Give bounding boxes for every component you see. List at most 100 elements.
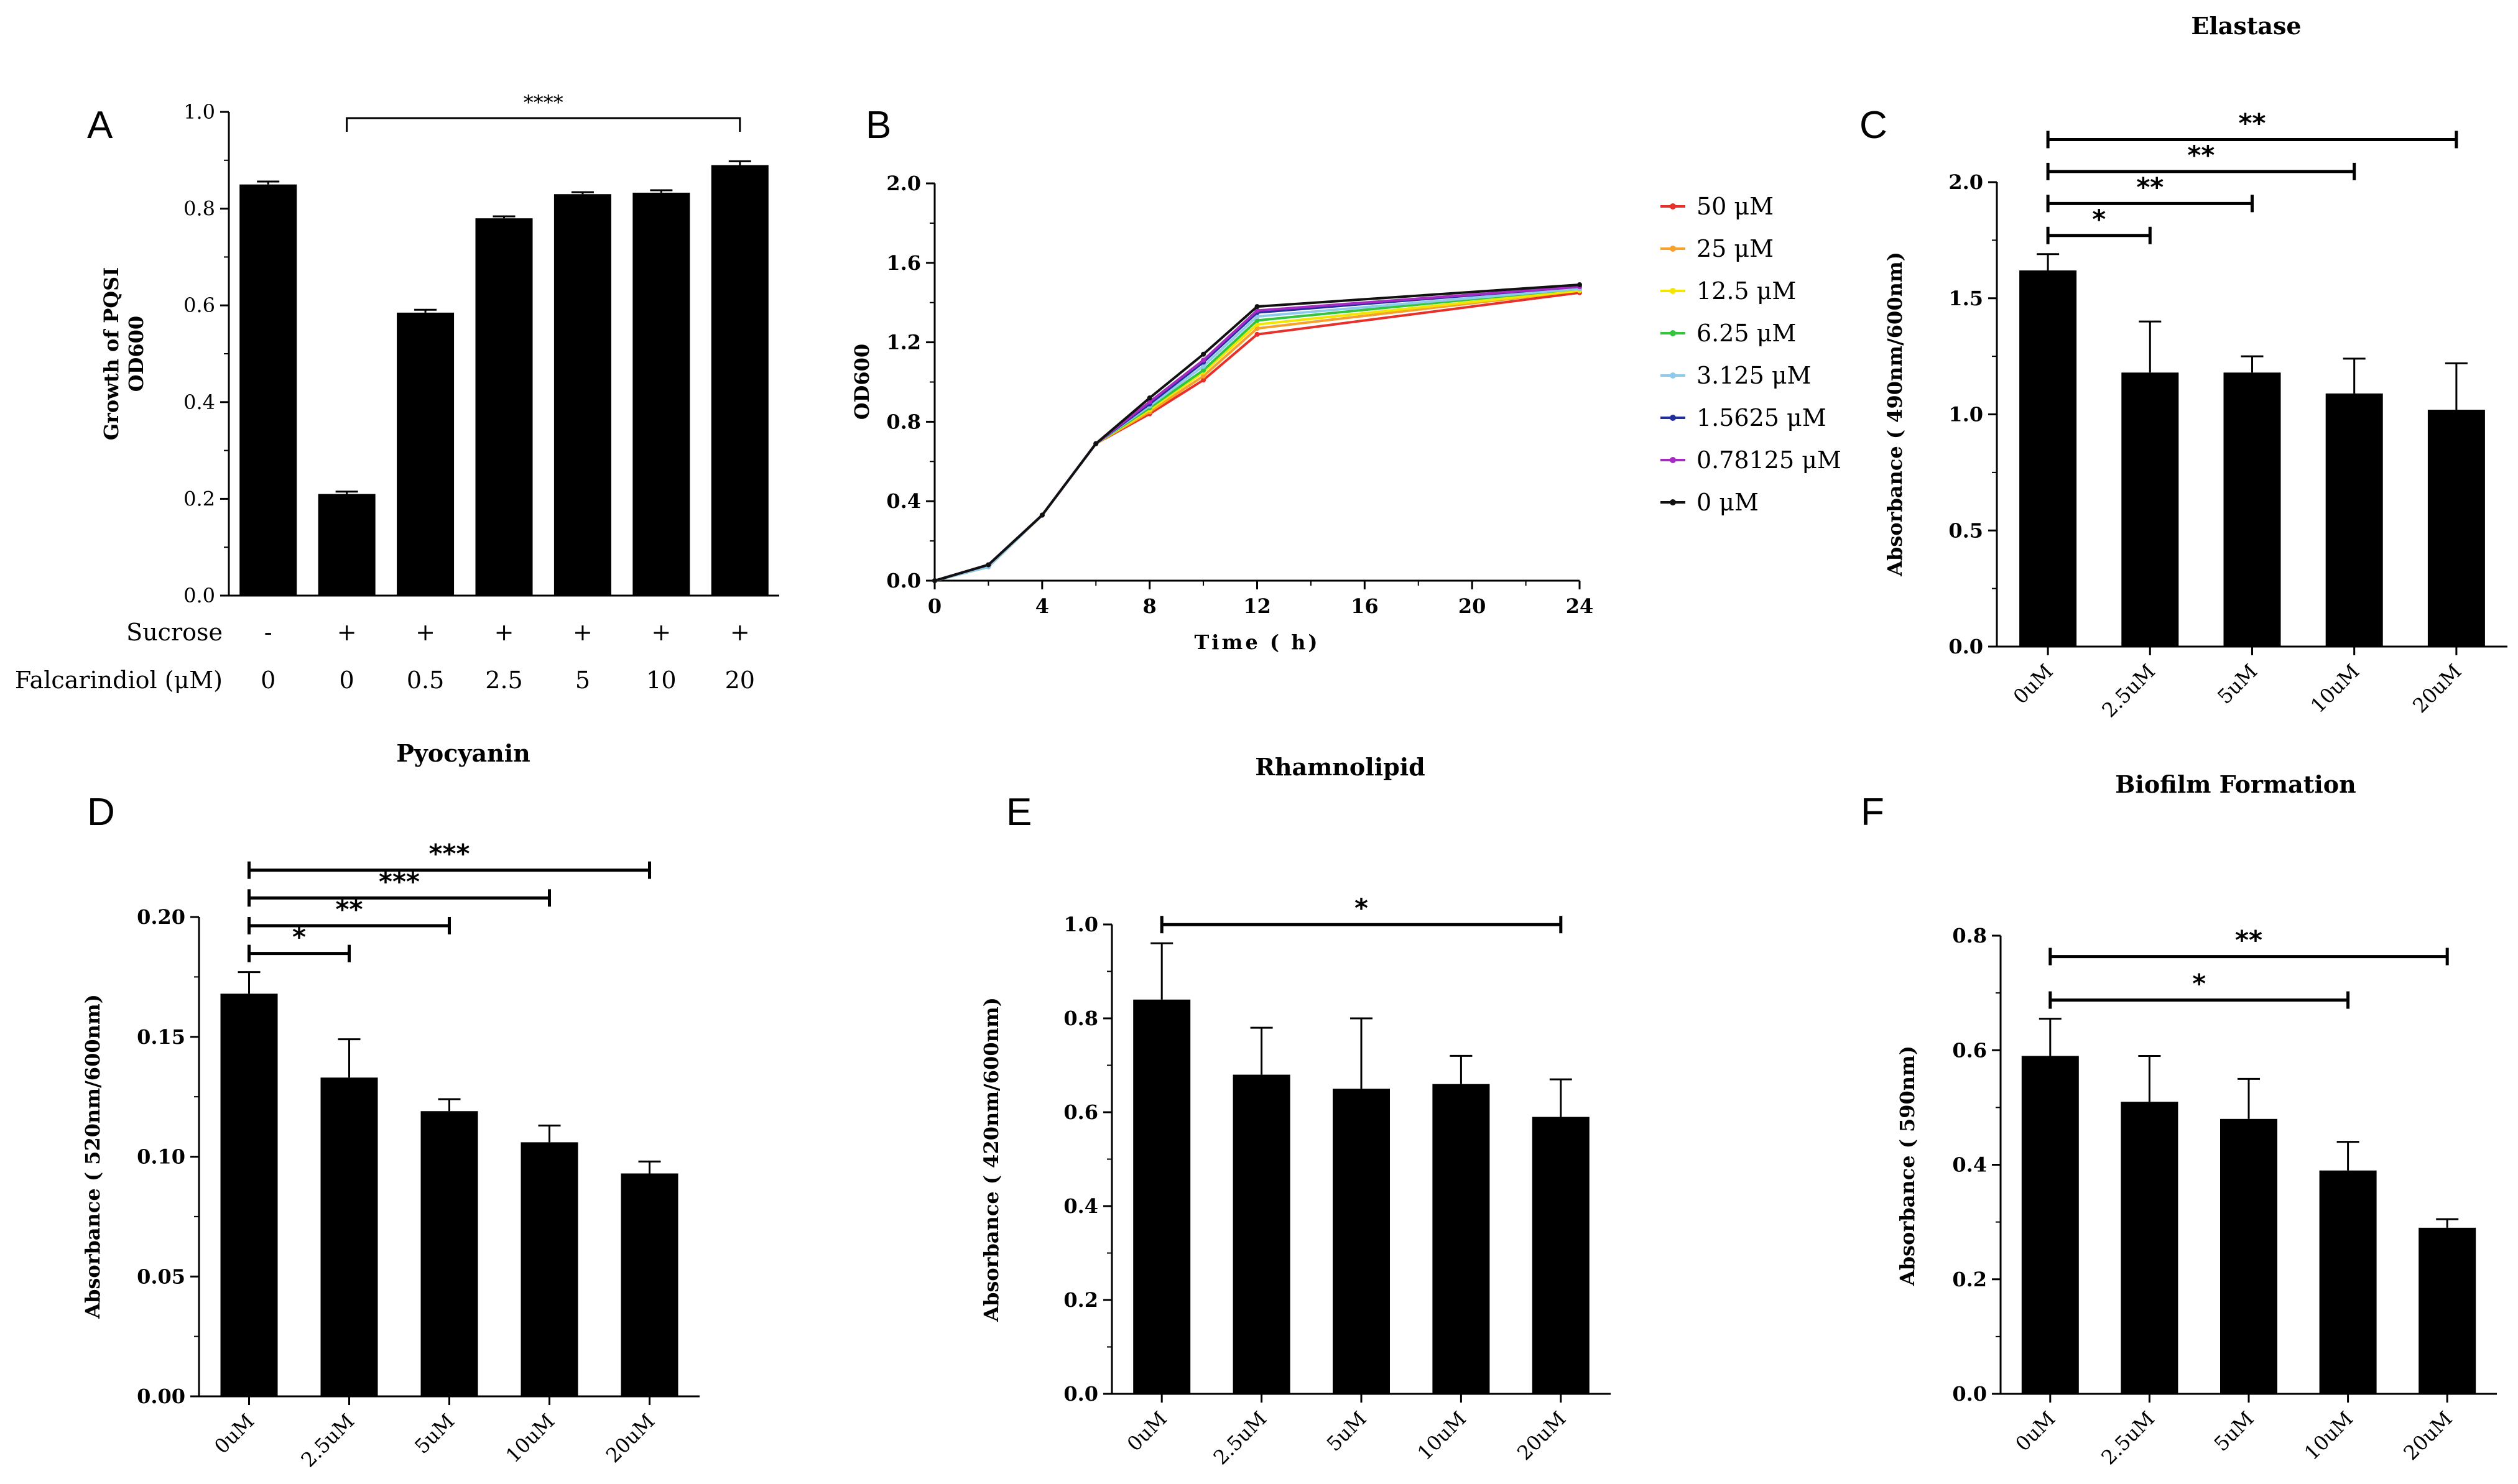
row-label-sucrose: Sucrose <box>126 619 223 646</box>
chart-title: Rhamnolipid <box>1255 753 1425 781</box>
bar <box>1432 1084 1490 1394</box>
x-tick-label: 10uM <box>2300 1407 2358 1465</box>
panel-D: D Pyocyanin 0.00 0.05 0.10 0.15 0.20 0uM 2.5uM 5u… <box>81 739 700 1472</box>
y-tick-label: 0.6 <box>183 293 215 317</box>
y-tick-label: 0.4 <box>886 489 921 513</box>
data-point <box>1201 377 1206 383</box>
x-tick-label: 2.5uM <box>2097 660 2160 722</box>
y-tick-label: 1.6 <box>886 251 921 275</box>
falcarindiol-value: 0 <box>261 666 275 694</box>
y-tick-label: 0.4 <box>1952 1153 1987 1177</box>
y-axis-label-line: OD600 <box>124 316 148 392</box>
chart-title: Elastase <box>2191 12 2301 40</box>
y-tick-label: 0.00 <box>137 1385 185 1408</box>
x-tick-label: 5uM <box>2213 660 2262 709</box>
significance-label: ** <box>2239 108 2266 138</box>
legend-label: 3.125 μM <box>1696 362 1811 389</box>
x-tick-label: 16 <box>1351 594 1379 618</box>
x-tick-label: 10uM <box>501 1409 559 1467</box>
data-point <box>986 562 991 568</box>
y-tick-label: 0.6 <box>1063 1100 1098 1124</box>
legend-marker <box>1670 203 1676 210</box>
x-tick-label: 0uM <box>2009 660 2058 709</box>
x-tick-label: 0uM <box>1122 1407 1172 1456</box>
panel-E: E Rhamnolipid 0.0 0.2 0.4 0.6 0.8 1.0 0uM 2.5uM 5u… <box>979 753 1611 1469</box>
bar <box>2121 372 2179 647</box>
significance-bracket <box>346 117 741 132</box>
legend-marker <box>1670 457 1676 463</box>
bar <box>711 165 769 596</box>
y-tick-label: 1.0 <box>183 100 215 124</box>
bar <box>420 1111 478 1396</box>
sucrose-value: + <box>415 619 435 646</box>
x-tick-label: 10uM <box>2306 660 2364 717</box>
legend-label: 12.5 μM <box>1696 277 1796 305</box>
x-tick-label: 20uM <box>1512 1407 1570 1465</box>
x-tick-label: 0uM <box>2011 1407 2060 1456</box>
y-tick-label: 0.2 <box>1952 1268 1987 1291</box>
panel-B: B 0.0 0.4 0.8 1.2 1.6 2.0 0 4 8 12 16 20 24 Time ( h) O… <box>850 104 1841 654</box>
y-tick-label: 0.5 <box>1948 518 1983 542</box>
significance-label: ** <box>2235 925 2262 956</box>
x-tick-label: 2.5uM <box>2096 1407 2159 1470</box>
x-tick-label: 5uM <box>2210 1407 2259 1456</box>
legend-marker <box>1670 415 1676 421</box>
bar <box>1532 1117 1590 1394</box>
x-tick-label: 5uM <box>1322 1407 1371 1456</box>
sucrose-value: - <box>264 619 272 646</box>
y-tick-label: 0.0 <box>886 569 921 592</box>
sucrose-value: + <box>337 619 357 646</box>
series-line <box>934 283 1580 582</box>
y-tick-label: 0.4 <box>1063 1194 1098 1218</box>
significance-label: * <box>2092 204 2106 234</box>
y-tick-label: 0.15 <box>137 1025 185 1049</box>
bar <box>2319 1170 2377 1394</box>
legend-marker <box>1670 246 1676 252</box>
bar <box>220 993 278 1396</box>
y-tick-label: 0.8 <box>886 410 921 433</box>
panel-A: A 0.0 0.2 0.4 0.6 0.8 1.0 Growth of PQSIOD600 **… <box>15 91 779 694</box>
y-tick-label: 0.0 <box>1948 635 1983 658</box>
y-tick-label: 0.8 <box>183 197 215 221</box>
bar <box>2223 372 2281 647</box>
significance-label: * <box>1354 893 1368 923</box>
panel-C: C Elastase 0.0 0.5 1.0 1.5 2.0 0uM 2.5uM 5uM 10uM 2… <box>1859 12 2507 722</box>
y-tick-label: 0.4 <box>183 390 215 414</box>
bar <box>2019 270 2077 647</box>
bar <box>2220 1118 2277 1394</box>
significance-label: *** <box>429 839 470 869</box>
panel-letter: B <box>866 104 891 147</box>
x-tick-label: 0 <box>928 594 942 618</box>
x-tick-label: 20uM <box>2408 660 2466 717</box>
x-tick-label: 0uM <box>210 1409 259 1459</box>
legend-label: 6.25 μM <box>1696 320 1796 347</box>
bar <box>2325 393 2383 647</box>
bar <box>239 184 297 596</box>
data-point <box>1147 399 1152 405</box>
panel-letter: D <box>87 791 115 834</box>
x-tick-label: 20uM <box>2399 1407 2456 1465</box>
y-tick-label: 0.8 <box>1952 924 1987 947</box>
x-axis-label: Time ( h) <box>1194 630 1320 654</box>
y-tick-label: 1.5 <box>1948 287 1983 310</box>
y-axis-label-line: Growth of PQSI <box>100 267 123 441</box>
data-point <box>1201 357 1206 363</box>
data-point <box>1254 331 1260 337</box>
panel-F: F Biofilm Formation 0.0 0.2 0.4 0.6 0.8 0uM 2.5u… <box>1861 770 2497 1469</box>
significance-label: **** <box>524 91 563 114</box>
legend-marker <box>1670 499 1676 505</box>
legend-label: 0.78125 μM <box>1696 446 1841 474</box>
bar <box>632 192 690 596</box>
panel-letter: F <box>1861 791 1884 834</box>
bar <box>397 312 455 596</box>
bar <box>521 1142 578 1396</box>
legend-marker <box>1670 330 1676 336</box>
x-tick-label: 2.5uM <box>1209 1407 1272 1470</box>
bar <box>553 194 611 596</box>
bar <box>318 494 376 596</box>
y-axis-label: OD600 <box>850 344 874 420</box>
x-tick-label: 5uM <box>410 1409 459 1459</box>
data-point <box>1201 363 1206 369</box>
y-tick-label: 2.0 <box>1948 170 1983 194</box>
bar <box>2021 1056 2079 1394</box>
